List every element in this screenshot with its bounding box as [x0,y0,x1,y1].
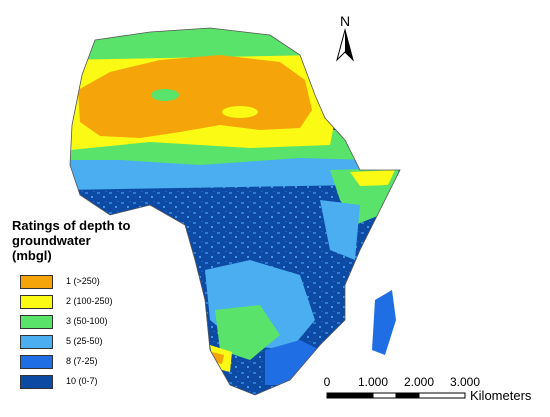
legend-item-2: 2 (100-250) [12,293,182,311]
legend-swatch-1 [20,275,53,289]
zone-rating-2-patch [222,106,258,118]
legend-swatch-10 [20,375,53,389]
scale-label-1000: 1.000 [358,375,388,389]
zone-rating-5-east [320,200,360,260]
legend-item-1: 1 (>250) [12,273,182,291]
legend-label-5: 5 (25-50) [66,336,103,346]
zone-rating-2-horn [350,170,395,186]
zone-rating-1 [78,55,312,138]
legend-item-3: 3 (50-100) [12,313,182,331]
scale-label-3000: 3.000 [450,375,480,389]
legend-items: 1 (>250) 2 (100-250) 3 (50-100) 5 (25-50… [12,273,182,391]
north-arrow: N [336,13,354,62]
legend-label-2: 2 (100-250) [66,296,113,306]
legend-swatch-5 [20,335,53,349]
scale-label-0: 0 [324,375,331,389]
north-label: N [340,13,350,29]
legend-item-8: 8 (7-25) [12,353,182,371]
legend-swatch-2 [20,295,53,309]
legend-swatch-3 [20,315,53,329]
legend-label-8: 8 (7-25) [66,356,98,366]
madagascar [372,290,396,355]
legend-swatch-8 [20,355,53,369]
scale-bar: 0 1.000 2.000 3.000 Kilometers [324,375,532,403]
legend-label-1: 1 (>250) [66,276,100,286]
legend: Ratings of depth to groundwater (mbgl) 1… [12,218,182,393]
scale-label-2000: 2.000 [404,375,434,389]
legend-label-3: 3 (50-100) [66,316,108,326]
zone-rating-3-kalahari [215,305,280,360]
zone-rating-3-patch [151,89,179,101]
scale-unit: Kilometers [470,388,532,403]
legend-item-10: 10 (0-7) [12,373,182,391]
africa-outline [69,27,401,396]
legend-label-10: 10 (0-7) [66,376,98,386]
zone-rating-8-south [265,340,320,385]
legend-title: Ratings of depth to groundwater (mbgl) [12,218,131,263]
legend-item-5: 5 (25-50) [12,333,182,351]
